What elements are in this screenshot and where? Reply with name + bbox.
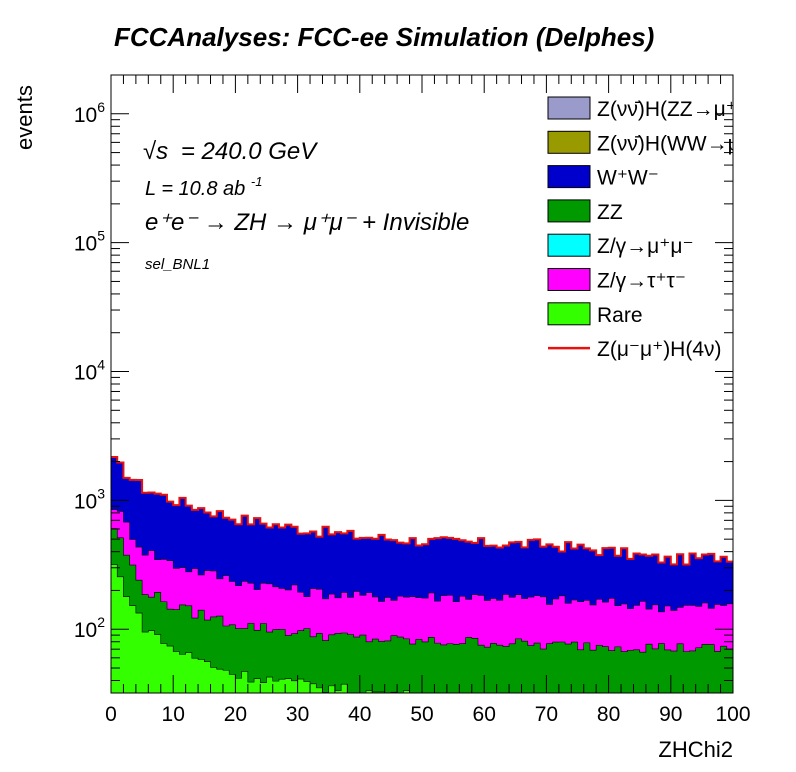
x-tick-label: 0: [105, 703, 117, 726]
legend-item: ZZ: [547, 199, 623, 224]
y-tick-label: 105: [74, 228, 105, 256]
y-axis-label: events: [12, 85, 37, 150]
legend-swatch: [547, 96, 591, 120]
legend-swatch: [547, 233, 591, 257]
legend-label: Z/γ→μ⁺μ⁻: [597, 235, 694, 258]
x-tick-label: 20: [224, 703, 247, 726]
legend-item: Z/γ→μ⁺μ⁻: [547, 233, 694, 258]
legend-item: Z(μ⁻μ⁺)H(4ν): [548, 338, 722, 361]
legend-label: ZZ: [597, 201, 623, 224]
y-tick-label: 104: [74, 357, 105, 385]
legend-item: Rare: [547, 302, 643, 327]
legend: Z(νν̄)H(ZZ→μ⁺μ⁻ν⁺ Z(νν̄)H(WW→μ⁺νμ W⁺W⁻ ZZ Z/…: [547, 96, 782, 361]
annotation-block: √s = 240.0 GeV L = 10.8 ab -1 e⁺e⁻ → ZH …: [143, 138, 469, 273]
stack-layer: [110, 457, 734, 694]
x-axis-ticks: 0 10 20 30 40 50 60 70 80 90 100: [105, 75, 751, 726]
x-tick-label: 10: [162, 703, 185, 726]
legend-item: Z(νν̄)H(ZZ→μ⁺μ⁻ν⁺: [547, 96, 782, 121]
x-tick-label: 40: [348, 703, 371, 726]
legend-swatch: [547, 130, 591, 154]
legend-label: Z(νν̄)H(WW→μ⁺νμ: [597, 132, 773, 155]
legend-item: W⁺W⁻: [547, 165, 659, 190]
lumi-exponent: -1: [251, 174, 263, 189]
x-tick-label: 60: [473, 703, 496, 726]
legend-item: Z(νν̄)H(WW→μ⁺νμ: [547, 130, 773, 155]
legend-label: Z/γ→τ⁺τ⁻: [597, 270, 686, 293]
legend-swatch: [547, 268, 591, 291]
sqrt-s-annotation: √s = 240.0 GeV: [143, 138, 318, 165]
lumi-text: L = 10.8 ab: [145, 178, 245, 200]
legend-swatch: [547, 165, 591, 189]
stack-series-2: [110, 528, 734, 694]
y-tick-label: 102: [74, 614, 105, 642]
energy-text: = 240.0 GeV: [181, 138, 318, 165]
selection-annotation: sel_BNL1: [145, 256, 210, 273]
sqrt-s-symbol: √s: [143, 138, 168, 165]
x-tick-label: 70: [535, 703, 558, 726]
legend-swatch: [547, 199, 591, 223]
x-tick-label: 80: [597, 703, 620, 726]
chart-title: FCCAnalyses: FCC-ee Simulation (Delphes): [114, 22, 654, 52]
signal-line: [111, 456, 733, 566]
y-axis-ticks: 102 103 104 105 106: [74, 74, 733, 682]
y-tick-label: 106: [74, 99, 105, 127]
legend-label: W⁺W⁻: [597, 167, 659, 190]
x-tick-label: 50: [410, 703, 433, 726]
y-tick-label: 103: [74, 485, 105, 513]
legend-label: Rare: [597, 304, 643, 327]
legend-item: Z/γ→τ⁺τ⁻: [547, 268, 686, 293]
plot-area: 0 10 20 30 40 50 60 70 80 90 100 102 103 104 105 106: [74, 74, 751, 726]
lumi-annotation: L = 10.8 ab -1: [145, 174, 262, 200]
legend-swatch: [547, 302, 591, 326]
legend-label: Z(μ⁻μ⁺)H(4ν): [597, 338, 722, 361]
x-tick-label: 100: [715, 703, 750, 726]
x-tick-label: 90: [659, 703, 682, 726]
process-annotation: e⁺e⁻ → ZH → μ⁺μ⁻ + Invisible: [145, 209, 469, 236]
legend-label: Z(νν̄)H(ZZ→μ⁺μ⁻ν⁺: [597, 98, 782, 121]
x-axis-label: ZHChi2: [658, 737, 733, 762]
x-tick-label: 30: [286, 703, 309, 726]
